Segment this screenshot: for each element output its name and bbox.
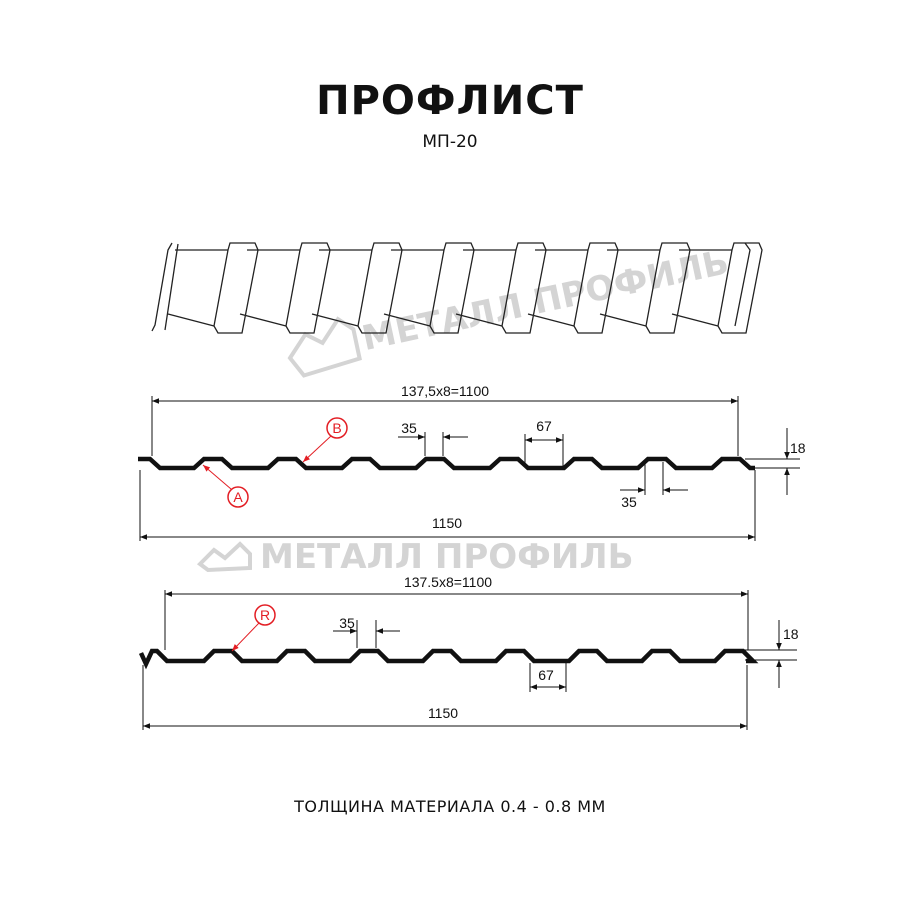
profile-b-outline bbox=[138, 648, 759, 670]
watermark-1: МЕТАЛЛ ПРОФИЛЬ bbox=[287, 242, 733, 378]
watermark-text: МЕТАЛЛ ПРОФИЛЬ bbox=[260, 537, 634, 577]
dim-valley: 67 bbox=[538, 667, 554, 683]
svg-text:A: A bbox=[233, 489, 243, 505]
svg-text:R: R bbox=[260, 607, 270, 623]
watermark-logo-icon bbox=[287, 316, 362, 378]
sheet-valley-bottom bbox=[383, 313, 431, 327]
sheet-rib bbox=[717, 242, 763, 334]
watermark-logo-icon bbox=[196, 541, 252, 573]
model-subtitle: МП-20 bbox=[422, 132, 478, 152]
dim-rib-top: 35 bbox=[339, 615, 355, 631]
material-thickness-note: ТОЛЩИНА МАТЕРИАЛА 0.4 - 0.8 ММ bbox=[294, 797, 606, 816]
sheet-rib bbox=[357, 242, 403, 334]
watermark-text: МЕТАЛЛ ПРОФИЛЬ bbox=[359, 242, 733, 359]
sheet-right-edge bbox=[734, 242, 751, 327]
sheet-valley-bottom bbox=[599, 313, 647, 327]
sheet-left-edge-inner bbox=[164, 243, 179, 331]
page-title: ПРОФЛИСТ bbox=[316, 78, 584, 124]
dim-height: 18 bbox=[790, 440, 806, 456]
sheet-rib bbox=[645, 242, 691, 334]
sheet-valley-bottom bbox=[167, 313, 215, 327]
sheet-3d-illustration bbox=[151, 242, 763, 334]
dim-useful-width: 137,5x8=1100 bbox=[401, 383, 489, 399]
dim-total-width: 1150 bbox=[432, 515, 462, 531]
marker-r: R bbox=[231, 604, 276, 652]
marker-a: A bbox=[202, 464, 249, 508]
sheet-rib bbox=[285, 242, 331, 334]
dim-rib-top: 35 bbox=[401, 420, 417, 436]
sheet-rib bbox=[501, 242, 547, 334]
sheet-valley-bottom bbox=[455, 313, 503, 327]
dim-rib-bottom: 35 bbox=[621, 494, 637, 510]
svg-text:B: B bbox=[332, 420, 341, 436]
watermark-2: МЕТАЛЛ ПРОФИЛЬ bbox=[196, 537, 634, 577]
dim-height: 18 bbox=[783, 626, 799, 642]
sheet-left-edge bbox=[151, 242, 173, 332]
dim-valley: 67 bbox=[536, 418, 552, 434]
sheet-rib bbox=[573, 242, 619, 334]
sheet-valley-bottom bbox=[671, 313, 719, 327]
sheet-rib bbox=[429, 242, 475, 334]
dim-total-width: 1150 bbox=[428, 705, 458, 721]
sheet-valley-bottom bbox=[239, 313, 287, 327]
sheet-valley-bottom bbox=[527, 313, 575, 327]
profile-b: 137.5x8=1100 1150 35 67 18 R bbox=[138, 574, 799, 730]
profile-a: 137,5x8=1100 1150 35 67 35 18 B A bbox=[138, 383, 806, 541]
sheet-rib bbox=[213, 242, 259, 334]
dim-useful-width: 137.5x8=1100 bbox=[404, 574, 492, 590]
profile-a-outline bbox=[138, 456, 755, 471]
sheet-valley-bottom bbox=[311, 313, 359, 327]
marker-b: B bbox=[302, 417, 348, 463]
